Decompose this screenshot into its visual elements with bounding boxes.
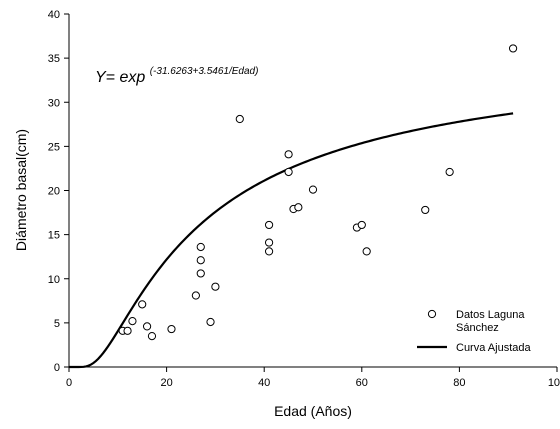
data-point <box>167 324 176 334</box>
equation-exponent: (-31.6263+3.5461/Edad) <box>150 66 259 77</box>
y-tick-label: 20 <box>48 186 60 198</box>
legend-marker-open-circle <box>427 309 437 319</box>
legend: Datos Laguna Sánchez Curva Ajustada <box>417 309 531 354</box>
y-tick-label: 35 <box>48 53 60 65</box>
data-point <box>196 269 205 278</box>
x-tick-label: 40 <box>258 377 270 389</box>
data-point <box>123 326 132 335</box>
data-point <box>264 220 274 230</box>
equation-prefix: Y= exp <box>95 69 145 86</box>
legend-label-datos: Datos Laguna Sánchez <box>456 309 528 334</box>
data-point <box>206 317 215 327</box>
data-point <box>138 300 147 309</box>
y-tick-label: 5 <box>54 318 60 330</box>
x-tick-label: 100 <box>548 377 560 389</box>
x-ticks: 0 20 40 60 80 100 <box>66 367 560 389</box>
y-ticks: 0 5 10 15 20 25 30 35 40 <box>48 9 69 374</box>
data-point <box>357 220 366 230</box>
legend-label-curva: Curva Ajustada <box>456 342 531 354</box>
y-tick-label: 0 <box>54 362 60 374</box>
x-tick-label: 0 <box>66 377 72 389</box>
legend-label-datos-line1: Datos Laguna <box>456 309 525 321</box>
data-point <box>142 322 152 331</box>
data-point <box>211 282 220 291</box>
legend-label-datos-line2: Sánchez <box>456 322 499 334</box>
data-point <box>362 247 371 256</box>
x-axis-title: Edad (Años) <box>274 403 352 419</box>
y-axis-title: Diámetro basal(cm) <box>13 129 29 251</box>
fitted-curve-line <box>69 112 514 369</box>
data-point <box>508 44 518 53</box>
fitted-curve-layer <box>69 112 514 369</box>
y-tick-label: 25 <box>48 141 60 153</box>
data-point <box>284 150 293 159</box>
y-tick-label: 10 <box>48 274 60 286</box>
data-point <box>421 205 430 215</box>
data-point <box>445 167 454 177</box>
data-point <box>235 114 244 124</box>
x-tick-label: 60 <box>356 377 368 389</box>
data-points-layer <box>118 44 518 341</box>
data-point <box>284 167 293 177</box>
x-tick-label: 20 <box>160 377 172 389</box>
data-point <box>264 247 274 256</box>
y-tick-label: 30 <box>48 97 60 109</box>
data-point <box>191 291 200 300</box>
data-point <box>264 238 274 247</box>
data-point <box>147 332 157 341</box>
data-point <box>294 203 303 212</box>
data-point <box>128 317 137 326</box>
x-tick-label: 80 <box>453 377 465 389</box>
data-point <box>196 242 205 252</box>
data-point <box>308 185 318 194</box>
equation-annotation: Y= exp (-31.6263+3.5461/Edad) <box>95 66 258 86</box>
y-tick-label: 40 <box>48 9 60 21</box>
data-point <box>196 256 205 265</box>
y-tick-label: 15 <box>48 230 60 242</box>
